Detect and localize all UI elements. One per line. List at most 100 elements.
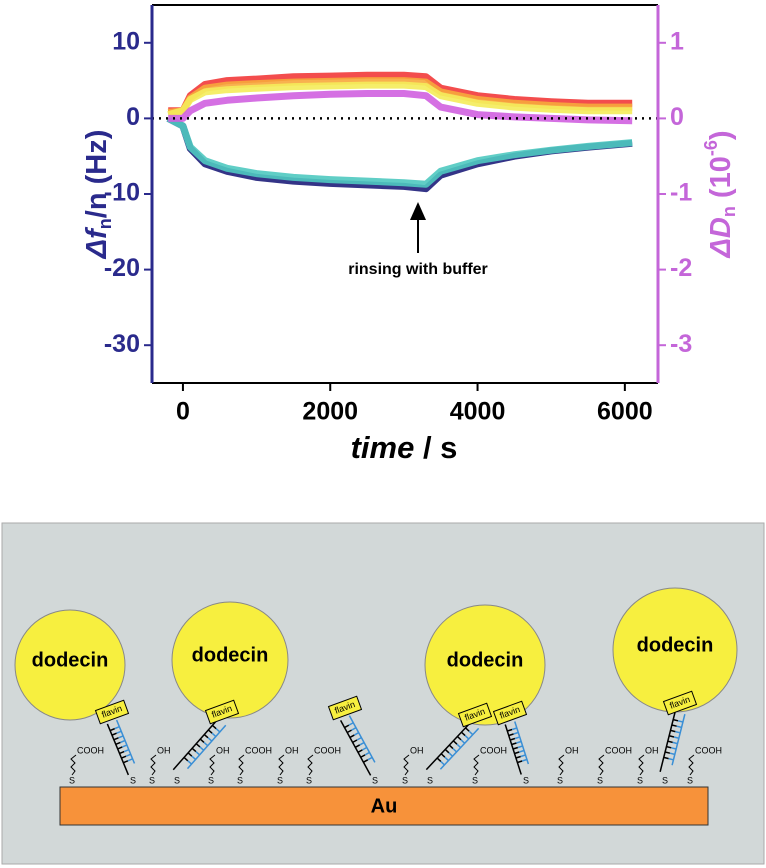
base-pair	[127, 758, 133, 762]
base-pair	[448, 744, 454, 750]
base-pair	[364, 751, 370, 756]
base-pair	[348, 722, 354, 726]
linker-head: COOH	[605, 745, 632, 755]
thiol-label: S	[372, 775, 378, 785]
base-pair	[123, 760, 129, 764]
base-pair	[672, 741, 678, 745]
substrate-label: Au	[371, 795, 398, 817]
linker-head: OH	[410, 745, 424, 755]
alkyl-linker	[307, 754, 314, 776]
y2-tick-label: 1	[670, 27, 684, 55]
dodecin-protein	[171, 601, 289, 719]
data-line	[167, 81, 633, 118]
data-line	[166, 115, 633, 188]
base-pair	[120, 739, 126, 744]
thiol-label: S	[174, 775, 180, 785]
linker-head: OH	[285, 745, 299, 755]
base-pair	[207, 737, 213, 742]
base-pair	[118, 735, 124, 739]
base-pair	[195, 751, 201, 756]
base-pair	[452, 740, 458, 745]
thiol-label: S	[472, 775, 478, 785]
y2-tick-label: -3	[670, 330, 692, 358]
base-pair	[669, 752, 675, 756]
flavin-tag: flavin	[457, 702, 493, 728]
base-pair	[515, 755, 521, 759]
alkyl-linker	[70, 754, 77, 776]
base-pair	[215, 728, 221, 733]
base-pair	[520, 754, 526, 758]
flavin-tag: flavin	[327, 695, 363, 721]
thiol-label: S	[208, 775, 214, 785]
base-pair	[356, 736, 362, 741]
y-label-main: Δf	[81, 226, 113, 259]
flavin-tag: flavin	[662, 690, 698, 716]
flavin-box	[662, 690, 698, 716]
base-pair	[673, 736, 680, 739]
base-pair	[671, 747, 677, 750]
alkyl-linker	[238, 754, 245, 776]
flavin-tag: flavin	[94, 699, 130, 725]
thiol-label: S	[402, 775, 408, 785]
base-pair	[663, 756, 669, 760]
thiol-label: S	[523, 775, 529, 785]
alkyl-linker	[150, 754, 157, 776]
base-pair	[207, 729, 213, 734]
base-pair	[352, 739, 358, 744]
alkyl-linker	[278, 754, 285, 776]
alkyl-linker	[473, 754, 480, 776]
base-pair	[517, 745, 523, 749]
alkyl-linker	[209, 754, 216, 776]
alkyl-linker	[403, 754, 410, 776]
base-pair	[440, 760, 445, 766]
base-pair	[507, 728, 513, 732]
base-pair	[670, 729, 676, 733]
y-label-sub: n	[95, 218, 115, 229]
thiol-label: S	[277, 775, 283, 785]
base-pair	[452, 747, 458, 753]
flavin-box	[204, 699, 240, 725]
base-pair	[123, 748, 130, 753]
data-line	[168, 90, 633, 125]
base-pair	[440, 753, 446, 758]
y-tick-label: -30	[104, 330, 140, 358]
y-tick-label: 0	[126, 103, 140, 131]
y-axis-label: Δfn/n (Hz)	[81, 130, 115, 260]
alkyl-linker	[688, 754, 695, 776]
thiol-label: S	[427, 775, 433, 785]
base-pair	[199, 746, 205, 751]
base-pair	[671, 724, 677, 727]
base-pair	[676, 725, 682, 729]
dna-strand-complement	[439, 727, 480, 770]
dna-strand-complement	[514, 721, 530, 765]
x-tick-label: 6000	[597, 398, 653, 426]
base-pair	[353, 731, 360, 736]
x-tick-label: 2000	[302, 398, 358, 426]
base-pair	[517, 760, 523, 764]
base-pair	[511, 742, 517, 746]
y2-tick-label: 0	[670, 103, 684, 131]
y-tick-label: -10	[104, 179, 140, 207]
x-label-rest: / s	[414, 430, 457, 465]
x-axis-label: time / s	[351, 430, 458, 465]
base-pair	[673, 718, 679, 722]
base-pair	[436, 757, 442, 763]
base-pair	[521, 758, 528, 762]
base-pair	[514, 736, 520, 740]
thiol-label: S	[687, 775, 693, 785]
base-pair	[668, 735, 675, 738]
base-pair	[349, 734, 355, 739]
thiol-label: S	[306, 775, 312, 785]
base-pair	[512, 746, 519, 750]
linker-head: OH	[157, 745, 171, 755]
base-pair	[357, 749, 363, 753]
base-pair	[187, 760, 193, 765]
alkyl-linker	[598, 754, 605, 776]
x-label-main: time	[351, 430, 415, 465]
base-pair	[444, 756, 450, 762]
base-pair	[448, 752, 454, 757]
flavin-box	[492, 700, 528, 726]
base-pair	[191, 747, 197, 753]
base-pair	[464, 735, 470, 740]
base-pair	[519, 749, 525, 753]
